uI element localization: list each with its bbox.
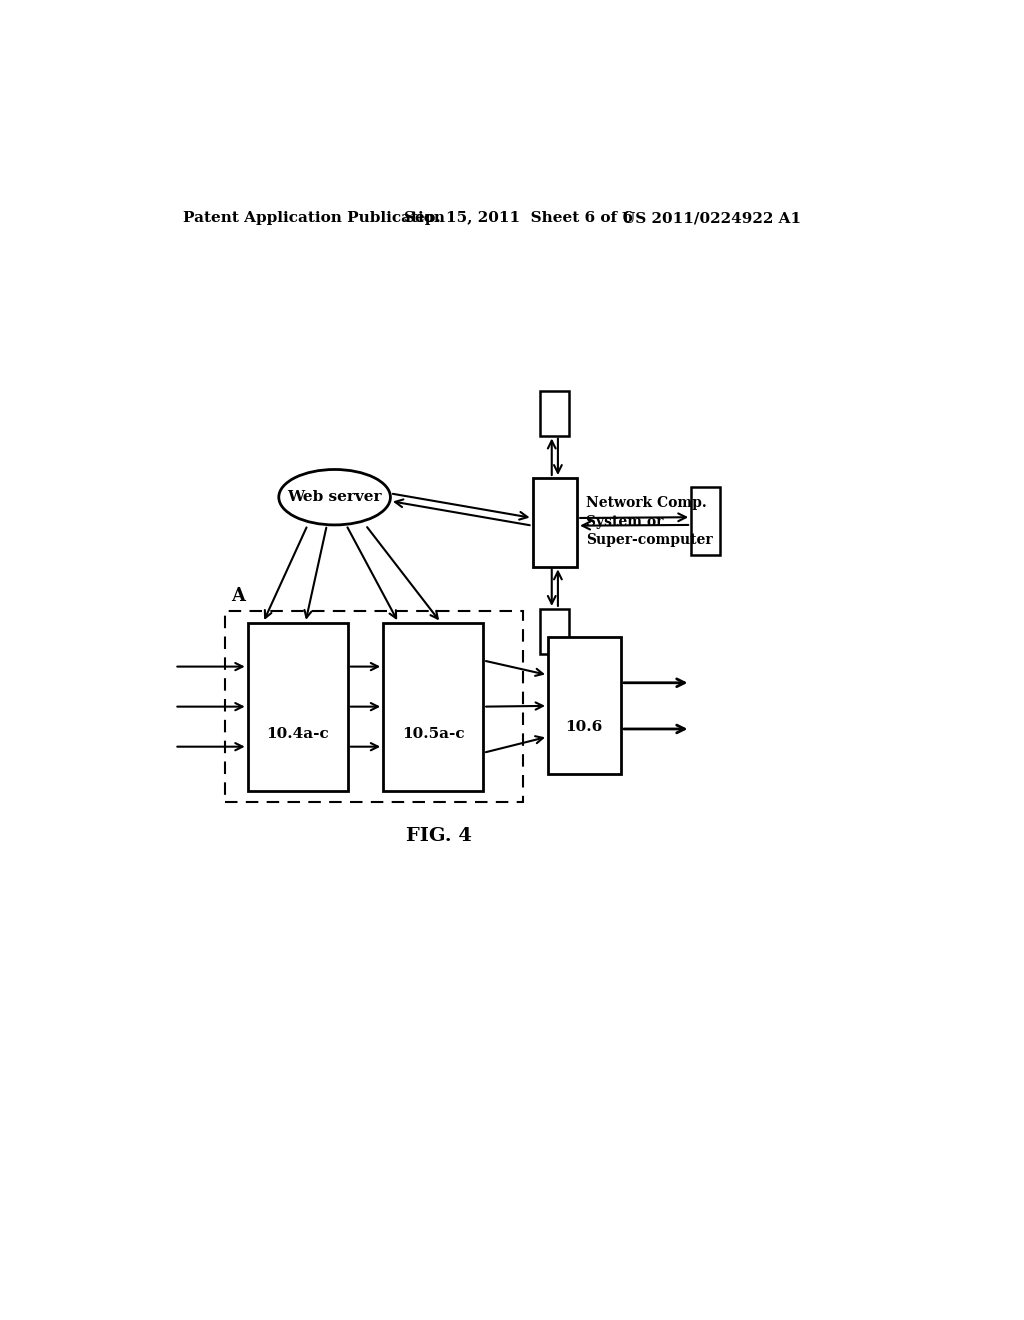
Text: Sep. 15, 2011  Sheet 6 of 6: Sep. 15, 2011 Sheet 6 of 6 — [403, 211, 633, 226]
Text: Web server: Web server — [288, 490, 382, 504]
Text: US 2011/0224922 A1: US 2011/0224922 A1 — [622, 211, 801, 226]
Bar — [691, 487, 720, 554]
Text: 10.4a-c: 10.4a-c — [266, 726, 329, 741]
Bar — [541, 609, 569, 653]
Text: A: A — [230, 587, 245, 605]
Bar — [541, 391, 569, 436]
Text: 10.6: 10.6 — [565, 721, 603, 734]
Text: Patent Application Publication: Patent Application Publication — [183, 211, 444, 226]
Bar — [548, 638, 621, 775]
Bar — [224, 611, 523, 803]
Text: 10.5a-c: 10.5a-c — [401, 726, 465, 741]
Bar — [248, 623, 348, 791]
Bar — [532, 478, 578, 566]
Ellipse shape — [279, 470, 390, 525]
Bar — [383, 623, 483, 791]
Text: FIG. 4: FIG. 4 — [406, 828, 471, 845]
Text: Network Comp.
System or
Super-computer: Network Comp. System or Super-computer — [587, 496, 713, 548]
